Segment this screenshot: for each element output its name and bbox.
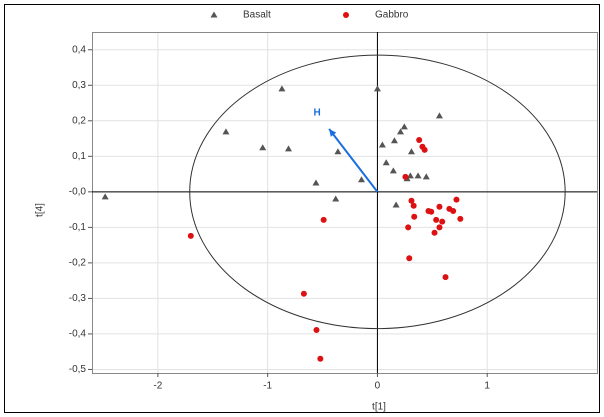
point [405,224,411,230]
legend-marker [343,12,349,18]
point [416,137,422,143]
point [432,230,438,236]
chart: t[1] t[4] -2 -1 0 1 0,4 0,3 0,2 0,1 -0,0 -0,1 -0,2… [0,0,604,417]
y-tick-label: -0,5 [69,364,87,375]
frame [5,5,600,413]
y-tick-label: 0,1 [72,151,86,162]
point [422,147,428,153]
point [188,233,194,239]
point [317,356,323,362]
y-tick-label: 0,4 [72,44,86,55]
point [406,255,412,261]
y-tick-label: 0,3 [72,80,86,91]
x-tick-label: 0 [375,381,381,392]
x-tick-label: 1 [484,381,490,392]
point [301,291,307,297]
point [411,203,417,209]
point [439,219,445,225]
y-tick-label: -0,1 [69,222,87,233]
annotation: H [314,108,321,119]
point [433,217,439,223]
x-tick-label: -2 [153,381,162,392]
y-tick-label: -0,2 [69,258,87,269]
point [321,217,327,223]
legend-label: Basalt [243,10,271,21]
y-tick-label: -0,4 [69,329,87,340]
page: {"chart_data": {"type": "scatter", "x_la… [0,0,604,417]
point [457,216,463,222]
legend-label: Gabbro [375,10,409,21]
point [443,274,449,280]
y-tick-label: 0,2 [72,115,86,126]
point [436,204,442,210]
y-tick-label: -0,0 [69,186,87,197]
point [450,208,456,214]
point [314,327,320,333]
x-tick-label: -1 [263,381,272,392]
x-axis-label: t[1] [372,402,386,413]
point [428,209,434,215]
point [411,214,417,220]
point [453,197,459,203]
point [402,174,408,180]
y-tick-label: -0,3 [69,293,87,304]
point [436,224,442,230]
y-axis-label: t[4] [35,203,46,217]
